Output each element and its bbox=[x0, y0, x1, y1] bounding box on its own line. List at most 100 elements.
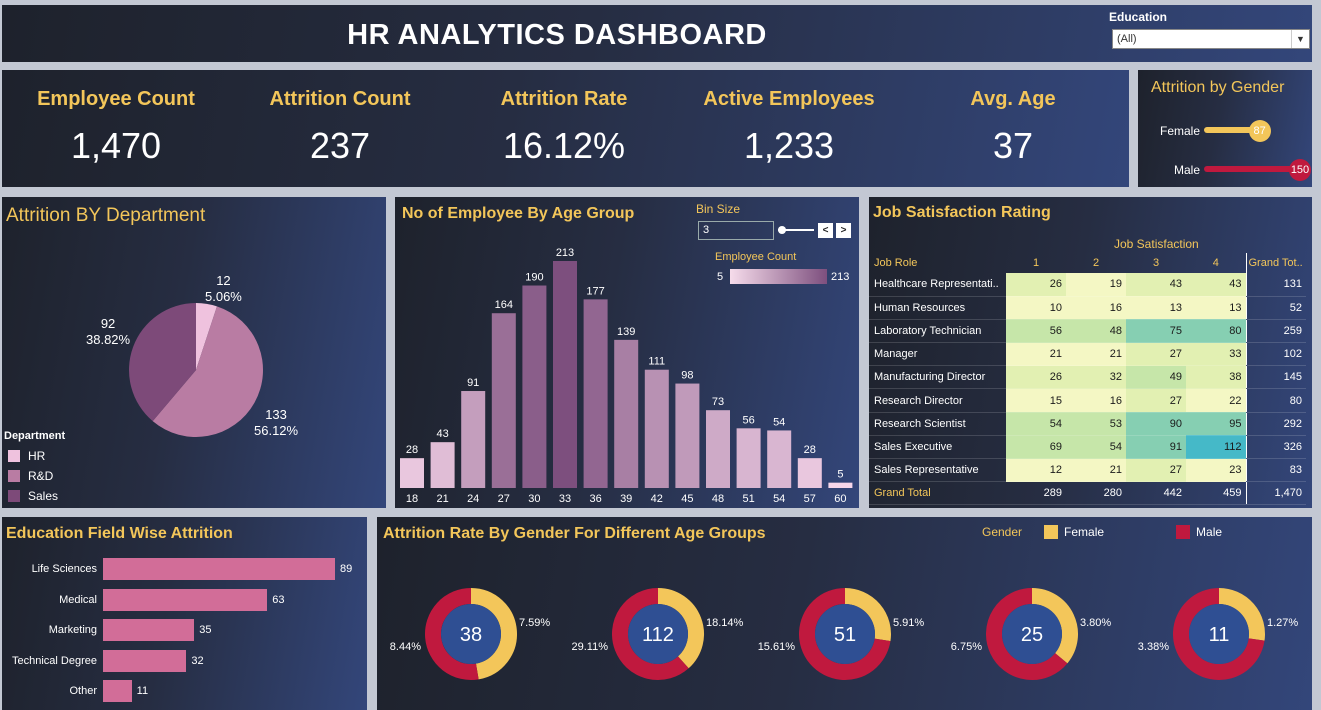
pie-label-sales: 92 38.82% bbox=[86, 316, 130, 348]
age-bar-value-label: 164 bbox=[495, 299, 513, 311]
age-group-bar[interactable] bbox=[522, 285, 547, 488]
donut-segment-female[interactable] bbox=[1031, 588, 1078, 664]
age-group-bar[interactable] bbox=[491, 313, 516, 488]
table-row[interactable]: Human Resources 10 16 13 13 52 bbox=[869, 296, 1306, 320]
kpi-value: 237 bbox=[309, 125, 371, 166]
job-satisfaction-header: Job Satisfaction bbox=[1114, 237, 1199, 251]
pie-label-count: 12 bbox=[216, 273, 231, 288]
age-axis-tick-label: 39 bbox=[620, 493, 632, 505]
legend-item-hr[interactable]: HR bbox=[4, 446, 65, 466]
age-axis-tick-label: 30 bbox=[528, 493, 540, 505]
age-group-bar[interactable] bbox=[583, 299, 608, 488]
donut-segment-female[interactable] bbox=[844, 588, 891, 642]
kpi-panel: Employee Count 1,470 Attrition Count 237… bbox=[2, 70, 1129, 187]
age-group-bar[interactable] bbox=[706, 410, 730, 488]
slider-handle[interactable] bbox=[778, 226, 786, 234]
legend-label: Sales bbox=[28, 489, 59, 503]
gender-bar[interactable] bbox=[1204, 127, 1260, 133]
bin-size-input[interactable]: 3 bbox=[698, 221, 774, 240]
age-group-bar[interactable] bbox=[736, 428, 761, 488]
pie-label-pct: 5.06% bbox=[205, 289, 242, 304]
table-row[interactable]: Healthcare Representati.. 26 19 43 43 131 bbox=[869, 273, 1306, 297]
age-group-bar[interactable] bbox=[430, 442, 455, 488]
table-row[interactable]: Manufacturing Director 26 32 49 38 145 bbox=[869, 365, 1306, 390]
bin-next-button[interactable]: > bbox=[836, 223, 851, 238]
grand-total-cell: 102 bbox=[1245, 342, 1306, 367]
donut-segment-female[interactable] bbox=[657, 588, 704, 669]
pie-slice-hr[interactable] bbox=[196, 303, 217, 370]
job-satisfaction-table: Job Role 1 2 3 4 Grand Tot.. Healthcare … bbox=[869, 253, 1306, 506]
donut-segment-male[interactable] bbox=[425, 588, 479, 680]
age-group-bar[interactable] bbox=[797, 458, 822, 488]
pie-slice-rd[interactable] bbox=[152, 306, 263, 437]
satisfaction-cell: 32 bbox=[1066, 365, 1126, 390]
age-group-bar[interactable] bbox=[553, 261, 577, 488]
table-row[interactable]: Sales Representative 12 21 27 23 83 bbox=[869, 458, 1306, 483]
grand-total-cell: 83 bbox=[1245, 458, 1306, 483]
gender-age-donut[interactable]: 51 bbox=[797, 586, 893, 682]
bin-size-slider[interactable] bbox=[778, 226, 814, 234]
age-axis-tick-label: 18 bbox=[406, 493, 418, 505]
age-group-bar[interactable] bbox=[614, 339, 639, 488]
gender-age-donut[interactable]: 38 bbox=[423, 586, 519, 682]
education-bar-row[interactable]: Technical Degree 32 bbox=[2, 649, 367, 672]
education-filter-select[interactable]: (All) ▼ bbox=[1112, 29, 1310, 49]
education-field-title: Education Field Wise Attrition bbox=[6, 525, 233, 542]
gender-age-donut[interactable]: 112 bbox=[610, 586, 706, 682]
education-bar[interactable] bbox=[103, 558, 335, 580]
table-row[interactable]: Research Scientist 54 53 90 95 292 bbox=[869, 412, 1306, 436]
legend-item-rd[interactable]: R&D bbox=[4, 466, 65, 486]
donut-segment-female[interactable] bbox=[470, 588, 517, 680]
age-group-bar[interactable] bbox=[644, 369, 669, 488]
column-header: Job Role bbox=[874, 257, 918, 269]
legend-label-female[interactable]: Female bbox=[1064, 525, 1105, 539]
donut-segment-female[interactable] bbox=[1218, 588, 1265, 641]
grand-total-cell: 442 bbox=[1126, 481, 1186, 506]
gender-bar[interactable] bbox=[1204, 166, 1300, 172]
education-bar-row[interactable]: Medical 63 bbox=[2, 588, 367, 611]
legend-label-male[interactable]: Male bbox=[1196, 525, 1223, 539]
age-group-bar[interactable] bbox=[400, 458, 424, 488]
age-bar-value-label: 56 bbox=[742, 414, 754, 426]
age-group-bar[interactable] bbox=[828, 482, 853, 488]
education-bar[interactable] bbox=[103, 588, 268, 611]
age-bar-value-label: 139 bbox=[617, 326, 635, 338]
satisfaction-cell: 23 bbox=[1186, 458, 1246, 483]
table-row[interactable]: Research Director 15 16 27 22 80 bbox=[869, 388, 1306, 413]
gender-age-title: Attrition Rate By Gender For Different A… bbox=[383, 525, 766, 542]
education-bar-row[interactable]: Life Sciences 89 bbox=[2, 558, 367, 580]
education-bar-row[interactable]: Marketing 35 bbox=[2, 619, 367, 641]
gender-age-donut[interactable]: 25 bbox=[984, 586, 1080, 682]
age-bar-value-label: 43 bbox=[436, 428, 448, 440]
age-group-bar[interactable] bbox=[767, 430, 792, 488]
education-bar[interactable] bbox=[103, 680, 132, 702]
gender-row-male[interactable]: Male 150 bbox=[1138, 159, 1312, 181]
donut-segment-male[interactable] bbox=[986, 588, 1068, 680]
table-row[interactable]: Manager 21 21 27 33 102 bbox=[869, 342, 1306, 367]
age-axis-tick-label: 24 bbox=[467, 493, 479, 505]
legend-item-sales[interactable]: Sales bbox=[4, 486, 65, 506]
education-bar[interactable] bbox=[103, 649, 187, 672]
donut-center-label: 112 bbox=[642, 624, 674, 646]
age-group-bar[interactable] bbox=[675, 383, 700, 488]
chevron-down-icon[interactable]: ▼ bbox=[1291, 30, 1309, 48]
age-bar-value-label: 5 bbox=[837, 469, 843, 481]
job-role-cell: Manufacturing Director bbox=[869, 365, 1006, 390]
gender-row-female[interactable]: Female 87 bbox=[1138, 120, 1312, 142]
table-row[interactable]: Sales Executive 69 54 91 112 326 bbox=[869, 435, 1306, 460]
education-bar[interactable] bbox=[103, 619, 195, 641]
job-role-cell: Healthcare Representati.. bbox=[869, 273, 1006, 297]
pie-slice-sales[interactable] bbox=[129, 303, 196, 422]
donut-segment-male[interactable] bbox=[612, 588, 689, 680]
donut-segment-male[interactable] bbox=[1173, 588, 1265, 680]
donut-center-label: 11 bbox=[1209, 624, 1230, 646]
table-row[interactable]: Laboratory Technician 56 48 75 80 259 bbox=[869, 319, 1306, 344]
age-group-bar[interactable] bbox=[461, 391, 486, 488]
bin-prev-button[interactable]: < bbox=[818, 223, 833, 238]
satisfaction-cell: 95 bbox=[1186, 412, 1246, 436]
education-bar-row[interactable]: Other 11 bbox=[2, 680, 367, 702]
satisfaction-cell: 13 bbox=[1186, 296, 1246, 320]
donut-segment-male[interactable] bbox=[799, 588, 891, 680]
gender-age-donut[interactable]: 11 bbox=[1171, 586, 1267, 682]
legend-label: HR bbox=[28, 449, 46, 463]
